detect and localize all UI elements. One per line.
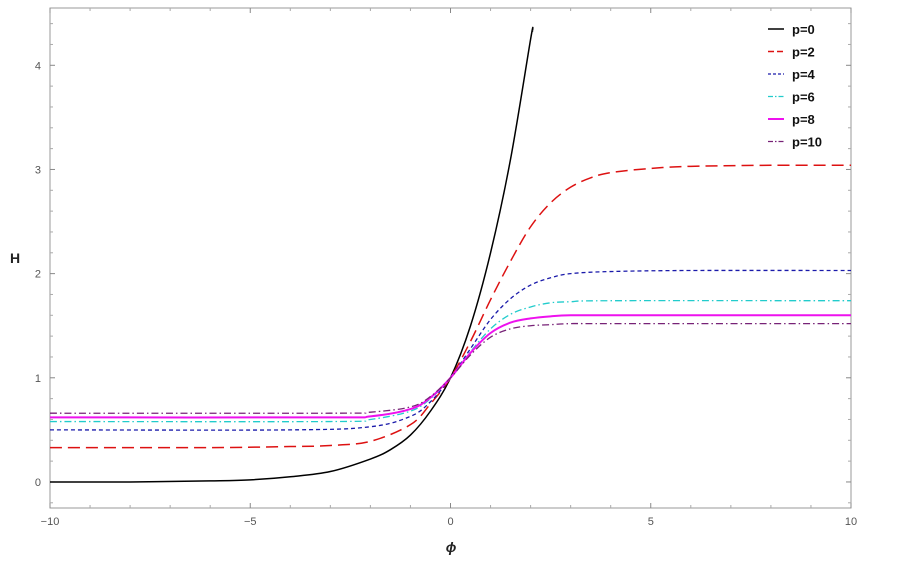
y-axis-title: H [10,250,20,266]
y-tick-label: 3 [35,164,41,176]
legend: p=0 p=2 p=4 p=6 p=8 p=10 [768,22,822,150]
axis-ticks: −10 −5 0 5 10 0 1 2 3 4 [35,8,857,528]
series-line-p-8 [49,314,851,419]
legend-label: p=4 [792,67,816,82]
x-tick-label: 0 [447,516,453,528]
legend-label: p=10 [792,135,822,150]
series-line-p-4 [49,269,852,431]
x-tick-label: 10 [845,516,857,528]
x-tick-label: −10 [41,516,60,528]
y-tick-label: 2 [35,269,41,281]
series-line-p-0 [49,26,534,483]
x-tick-label: −5 [244,516,257,528]
series-line-p-6 [49,299,852,423]
x-axis-title: ϕ [446,539,457,555]
series-line-p-10 [49,322,851,414]
series-line-p-2 [49,164,852,449]
y-tick-label: 4 [35,60,41,72]
legend-label: p=2 [792,45,815,60]
y-tick-label: 1 [35,373,41,385]
series-lines [49,26,852,483]
legend-label: p=8 [792,112,815,127]
x-tick-label: 5 [648,516,654,528]
legend-label: p=0 [792,22,815,37]
legend-label: p=6 [792,90,815,105]
y-tick-label: 0 [35,477,41,489]
